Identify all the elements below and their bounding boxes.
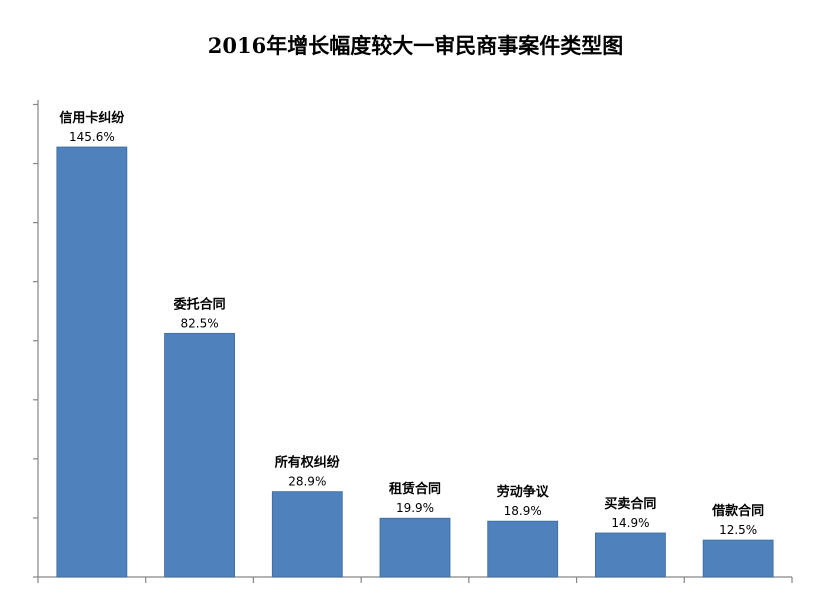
bar-category-label: 租赁合同: [389, 481, 441, 497]
bars: [56, 146, 774, 578]
bar: [595, 532, 666, 578]
x-axis: [37, 576, 793, 583]
bar: [379, 517, 451, 578]
bar: [56, 146, 128, 578]
bar-category-label: 借款合同: [711, 503, 764, 519]
bar-value-label: 19.9%: [396, 501, 434, 515]
bar-labels: 信用卡纠纷 145.6% 委托合同 82.5% 所有权纠纷 28.9% 租赁合同 19.9% 劳…: [59, 110, 764, 537]
bar: [702, 539, 774, 578]
bar: [487, 520, 559, 578]
bar-category-label: 信用卡纠纷: [59, 110, 125, 126]
bar-category-label: 劳动争议: [497, 484, 550, 500]
bar-value-label: 14.9%: [611, 516, 649, 530]
bar: [164, 332, 235, 578]
chart-title: 2016年增长幅度较大一审民商事案件类型图: [207, 33, 624, 58]
bar-value-label: 12.5%: [719, 523, 757, 537]
bar-category-label: 买卖合同: [604, 496, 656, 512]
bar-category-label: 委托合同: [173, 296, 226, 312]
bar-value-label: 145.6%: [69, 130, 115, 144]
bar-category-label: 所有权纠纷: [275, 455, 341, 471]
bar-value-label: 82.5%: [181, 316, 219, 330]
bar: [271, 491, 343, 578]
y-axis: [33, 100, 39, 578]
bar-value-label: 28.9%: [288, 475, 326, 489]
bar-value-label: 18.9%: [504, 504, 542, 518]
